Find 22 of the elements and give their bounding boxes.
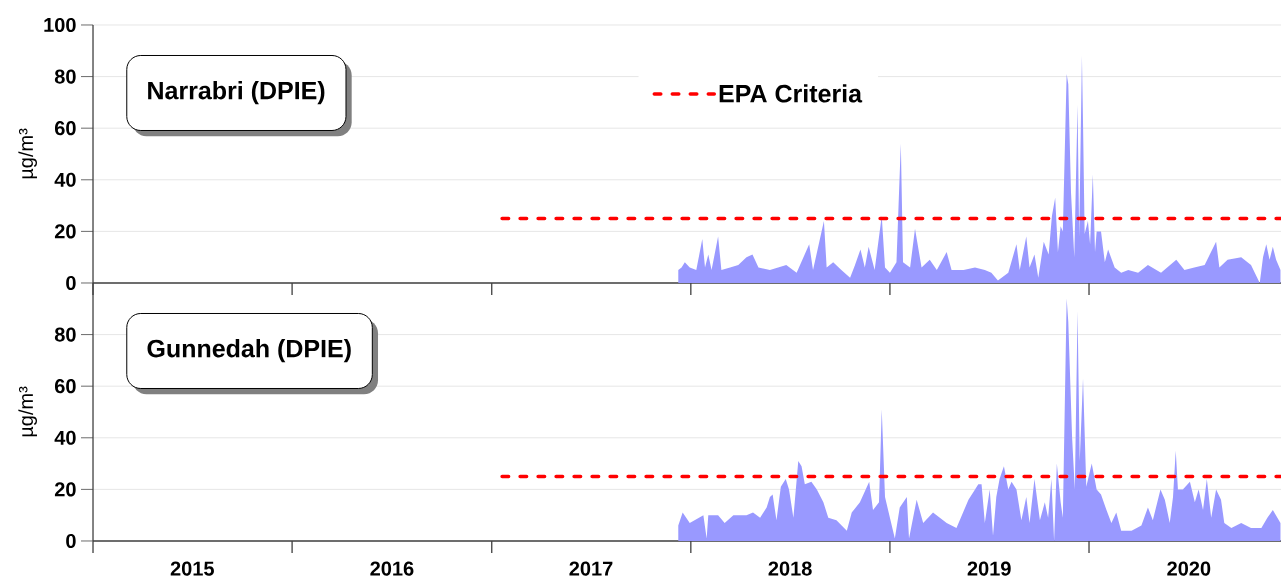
y-tick-label: 80	[54, 69, 76, 84]
y-tick-label: 0	[66, 275, 76, 291]
y-tick-label: 100	[44, 17, 76, 33]
y-tick-label: 0	[66, 533, 76, 549]
text: Narrabri (DPIE)	[148, 81, 325, 105]
x-tick-label: 2019	[967, 561, 1011, 576]
y-axis-title: µg/m³	[18, 386, 38, 437]
y-tick-label: 20	[54, 482, 76, 497]
x-tick-label: 2016	[370, 561, 414, 576]
x-tick-label: 2018	[768, 561, 812, 576]
y-axis-title: µg/m³	[18, 128, 38, 179]
y-tick-label: 20	[54, 224, 76, 239]
x-tick-label: 2020	[1167, 561, 1211, 576]
y-tick-label: 40	[54, 430, 76, 445]
x-tick-label: 2015	[170, 561, 214, 576]
y-tick-label: 80	[54, 327, 76, 342]
text: Gunnedah (DPIE)	[147, 339, 351, 363]
legend-label: EPA Criteria	[719, 84, 863, 103]
y-tick-label: 40	[54, 172, 76, 187]
y-tick-label: 60	[54, 121, 76, 136]
x-tick-label: 2017	[569, 561, 613, 576]
y-tick-label: 60	[54, 379, 76, 394]
